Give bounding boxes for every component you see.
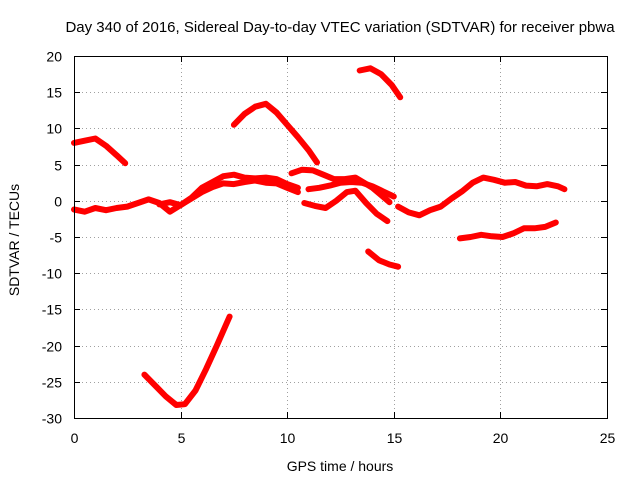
series-s1 <box>71 135 129 167</box>
y-tick-label: 20 <box>46 49 62 65</box>
series-s11 <box>395 174 568 219</box>
x-tick-label: 20 <box>493 430 509 446</box>
axes: 0 5 10 15 20 25 -30 -25 -20 -15 -10 -5 0 5 10 15 20 <box>42 49 616 447</box>
y-tick-label: -30 <box>42 411 62 427</box>
y-axis-label: SDTVAR / TECUs <box>6 184 22 296</box>
x-tick-label: 15 <box>387 430 403 446</box>
series-s5 <box>141 313 233 408</box>
series-s3 <box>156 171 301 209</box>
y-tick-label: 15 <box>46 85 62 101</box>
chart-title: Day 340 of 2016, Sidereal Day-to-day VTE… <box>65 19 615 36</box>
y-tick-label: -20 <box>42 339 62 355</box>
series-s12 <box>456 219 559 242</box>
y-tick-label: -10 <box>42 266 62 282</box>
series-s10 <box>365 248 402 270</box>
y-tick-label: -15 <box>42 302 62 318</box>
x-tick-label: 10 <box>280 430 296 446</box>
x-tick-label: 25 <box>600 430 616 446</box>
series-s7 <box>305 179 397 200</box>
y-tick-label: 10 <box>46 121 62 137</box>
y-tick-label: -5 <box>50 230 63 246</box>
y-tick-label: 5 <box>54 158 62 174</box>
data-series <box>71 65 568 408</box>
x-tick-label: 0 <box>71 430 79 446</box>
y-tick-label: 0 <box>54 194 62 210</box>
x-axis-label: GPS time / hours <box>287 458 394 474</box>
series-s8 <box>301 187 391 225</box>
x-tick-label: 5 <box>178 430 186 446</box>
series-s4 <box>230 100 320 166</box>
plot-frame <box>74 56 608 419</box>
series-s9 <box>356 65 404 101</box>
y-tick-label: -25 <box>42 375 62 391</box>
